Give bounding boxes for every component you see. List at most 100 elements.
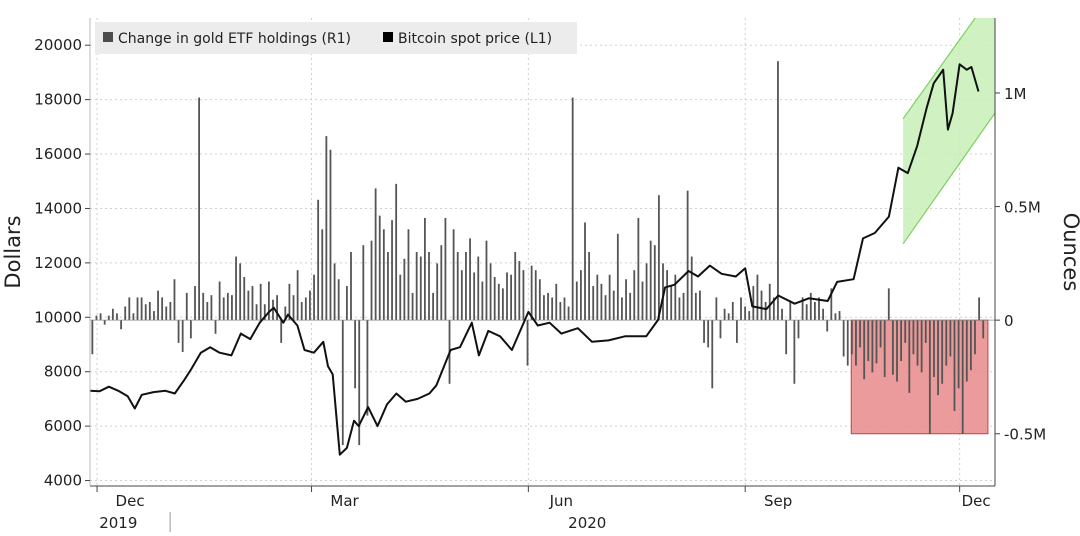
axes: [89, 18, 996, 487]
gold-etf-bar: [945, 320, 948, 366]
gold-etf-bar: [341, 320, 344, 446]
gold-etf-bar: [366, 320, 369, 416]
gold-etf-bar: [592, 286, 595, 321]
gold-etf-bar: [649, 240, 652, 321]
gold-etf-bar: [616, 233, 619, 321]
gold-etf-bar: [920, 320, 923, 373]
gold-etf-bar: [144, 304, 147, 321]
gold-etf-bar: [436, 263, 439, 321]
gold-etf-bar: [694, 292, 697, 321]
gold-etf-bar: [407, 229, 410, 321]
gold-etf-bar: [772, 297, 775, 321]
gold-etf-bar: [411, 292, 414, 321]
gold-etf-bar: [575, 281, 578, 321]
gold-etf-bar: [682, 292, 685, 321]
gold-etf-bar: [469, 238, 471, 321]
gold-etf-bar: [813, 301, 816, 321]
gold-etf-bar: [579, 270, 582, 321]
gold-etf-bar: [756, 274, 759, 321]
gold-etf-bar: [645, 263, 648, 321]
gold-etf-bar: [674, 274, 677, 321]
gold-etf-bar: [280, 320, 283, 343]
gold-etf-bar: [809, 292, 812, 321]
gold-etf-bar: [559, 301, 562, 321]
gold-etf-bar: [510, 274, 513, 321]
legend-swatch-bitcoin: [383, 32, 393, 42]
gold-etf-bar: [337, 279, 340, 321]
gold-etf-bar: [699, 290, 701, 321]
gold-etf-bar: [928, 320, 931, 434]
gold-etf-bar: [789, 301, 792, 321]
gold-etf-bar: [670, 286, 673, 321]
right-tick-label: 0.5M: [1004, 199, 1041, 217]
gold-etf-bar: [370, 240, 373, 321]
gold-etf-bar: [477, 256, 480, 321]
gold-etf-bar: [735, 320, 738, 343]
gold-etf-bar: [551, 297, 554, 321]
gold-etf-bar: [362, 245, 365, 321]
gold-etf-bar: [194, 286, 196, 321]
gold-etf-bar: [793, 320, 796, 384]
gold-etf-bar: [485, 240, 488, 321]
gold-etf-bar: [571, 97, 574, 321]
gold-etf-bar: [518, 261, 521, 321]
left-tick-label: 10000: [34, 308, 82, 326]
gold-etf-bar: [374, 188, 377, 321]
gold-etf-bar: [555, 283, 558, 321]
gold-etf-bar: [136, 297, 139, 321]
gold-etf-bar: [128, 297, 131, 321]
gold-etf-bar: [415, 252, 418, 321]
gold-etf-bar: [284, 306, 287, 321]
gold-etf-bar: [317, 199, 320, 321]
gold-etf-bar: [941, 320, 944, 384]
gold-etf-bar: [255, 304, 258, 321]
gold-etf-bar: [235, 256, 237, 321]
gold-etf-bar: [116, 313, 118, 321]
gold-etf-bar: [350, 252, 352, 321]
gold-etf-bar: [243, 276, 246, 321]
gold-etf-bar: [834, 313, 837, 321]
gold-etf-bar: [444, 217, 447, 321]
gold-etf-bar: [653, 245, 656, 321]
gold-etf-bar: [473, 272, 476, 321]
gold-etf-bar: [924, 320, 927, 343]
left-axis-title: Dollars: [1, 215, 25, 288]
gold-etf-bar: [883, 320, 886, 377]
gold-etf-bar: [304, 297, 307, 321]
x-tick-label-month: Dec: [116, 492, 145, 510]
gold-etf-bar: [354, 320, 356, 389]
gold-etf-bar: [259, 283, 262, 321]
gold-etf-bar: [538, 279, 541, 321]
gold-etf-bar: [879, 320, 882, 348]
gold-etf-bar: [727, 313, 730, 321]
gold-etf-bar: [514, 252, 517, 321]
gold-etf-bar: [300, 301, 303, 321]
gold-etf-bar: [678, 297, 681, 321]
gold-etf-bar: [547, 292, 549, 321]
bitcoin-price-line: [89, 63, 980, 456]
gold-etf-bar: [863, 320, 866, 380]
gold-etf-bar: [904, 320, 907, 343]
gold-etf-bar: [563, 297, 566, 321]
gold-etf-bar: [891, 320, 894, 375]
gold-etf-bar: [107, 315, 110, 321]
gold-etf-bar: [202, 292, 205, 321]
gold-etf-bar: [378, 215, 381, 321]
gold-etf-bar: [838, 311, 841, 321]
gold-etf-bar: [842, 320, 845, 357]
gold-etf-bar: [785, 320, 788, 355]
gold-etf-bar: [867, 320, 870, 362]
gold-etf-bar: [641, 281, 644, 321]
gold-etf-bar: [111, 308, 114, 321]
gold-etf-bar: [805, 304, 808, 321]
gold-etf-bar: [177, 320, 180, 343]
gold-etf-bar: [978, 297, 981, 321]
gold-etf-bar: [530, 265, 533, 321]
gold-etf-bar: [748, 311, 751, 321]
right-axis-title: Ounces: [1059, 213, 1080, 292]
gold-etf-bar: [850, 320, 853, 355]
gold-etf-bar: [432, 292, 435, 321]
x-year-label: 2020: [568, 514, 606, 532]
left-tick-label: 14000: [34, 199, 82, 217]
